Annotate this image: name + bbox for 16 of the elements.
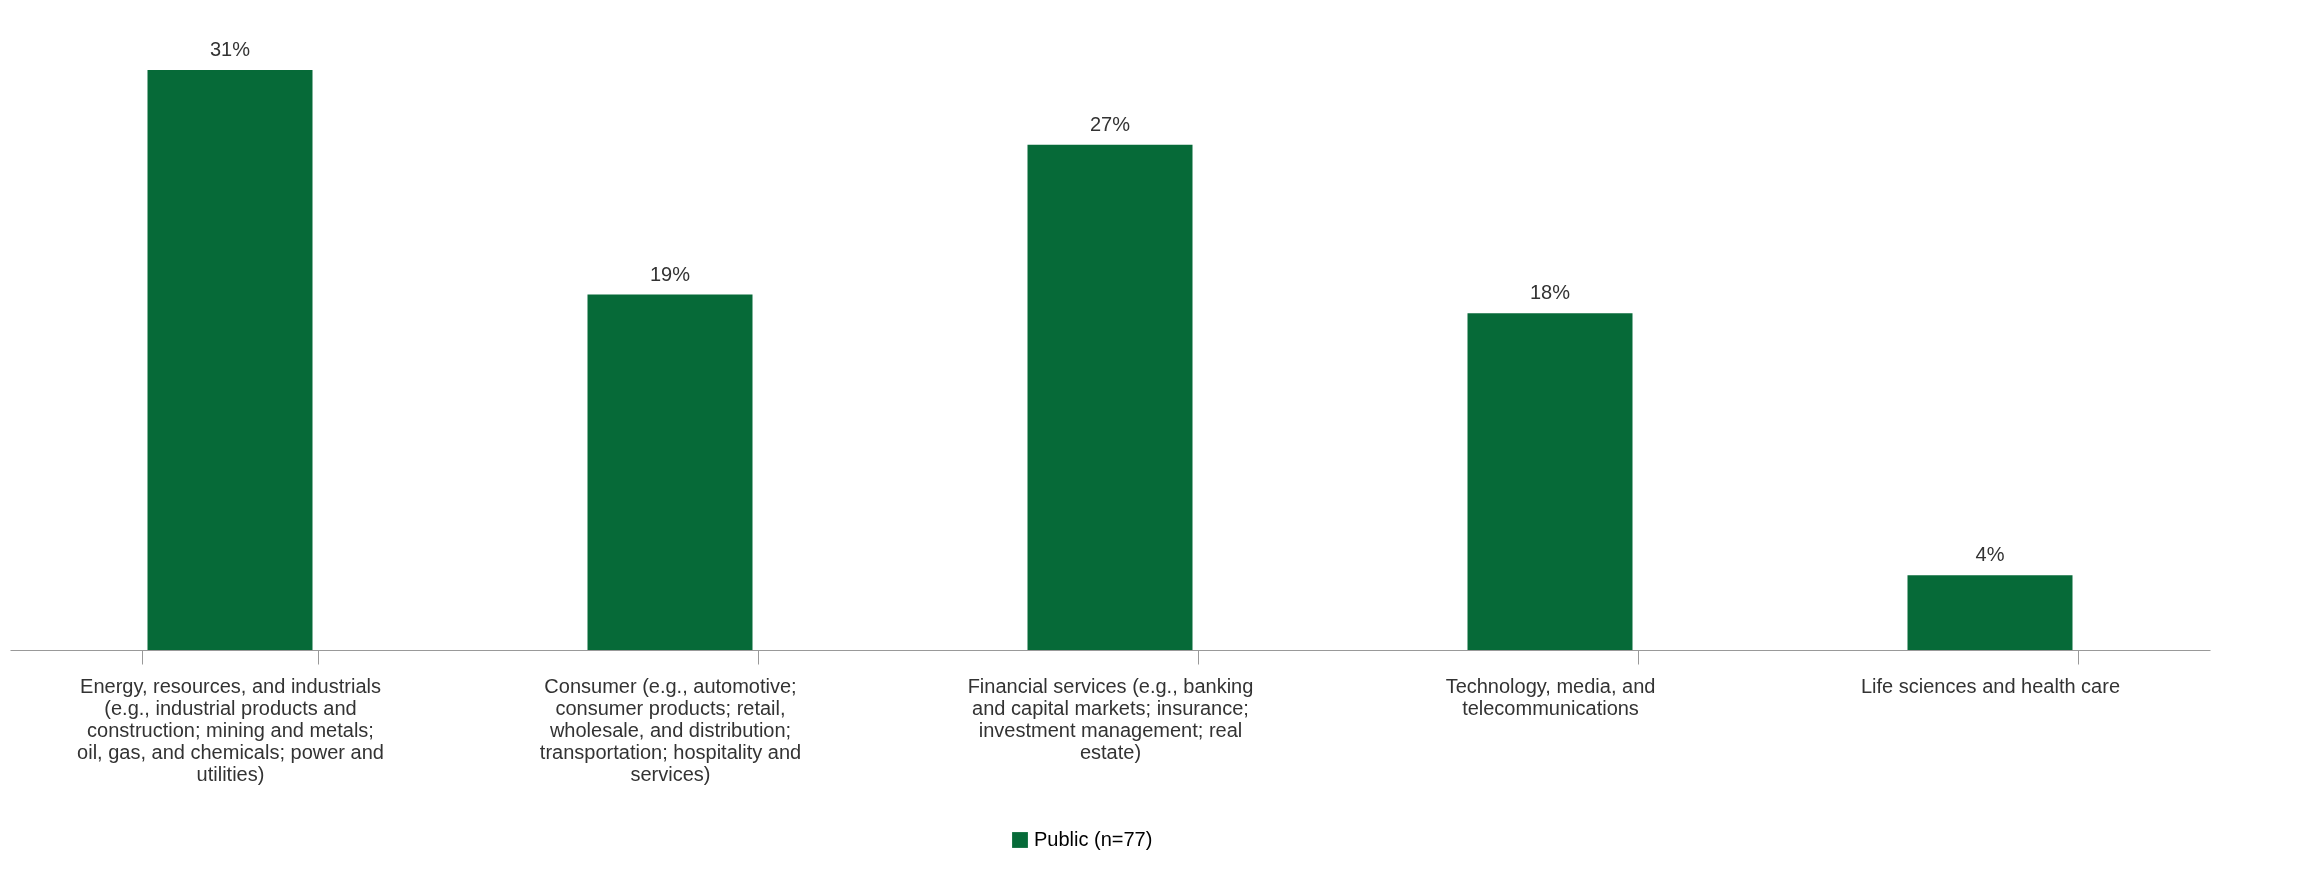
data-label: 18% (1529, 281, 1571, 304)
bar (1027, 144, 1193, 650)
x-tick-label: Financial services (e.g., banking and capital markets; insurance; investment management; real estate) (967, 674, 1254, 763)
x-tick-label: Consumer (e.g., automotive; consumer products; retail, wholesale, and distribution; transportation; hospitality and services) (539, 674, 802, 785)
data-label: 31% (209, 38, 251, 60)
bar (1467, 313, 1633, 650)
data-label: 4% (1975, 543, 2005, 566)
bar (587, 294, 753, 650)
data-label: 27% (1089, 112, 1131, 135)
bar (1907, 575, 2073, 650)
x-tick-label: Life sciences and health care (1860, 674, 2121, 697)
data-label: 19% (649, 262, 691, 285)
x-tick-label: Technology, media, and telecommunications (1445, 674, 1656, 719)
legend-label: Public (n=77) (1034, 828, 1153, 850)
bar (147, 70, 313, 650)
x-tick-label: Energy, resources, and industrials (e.g., industrial products and construction; mining and metals; oil, gas, and chemicals; power and utilities) (77, 674, 384, 785)
